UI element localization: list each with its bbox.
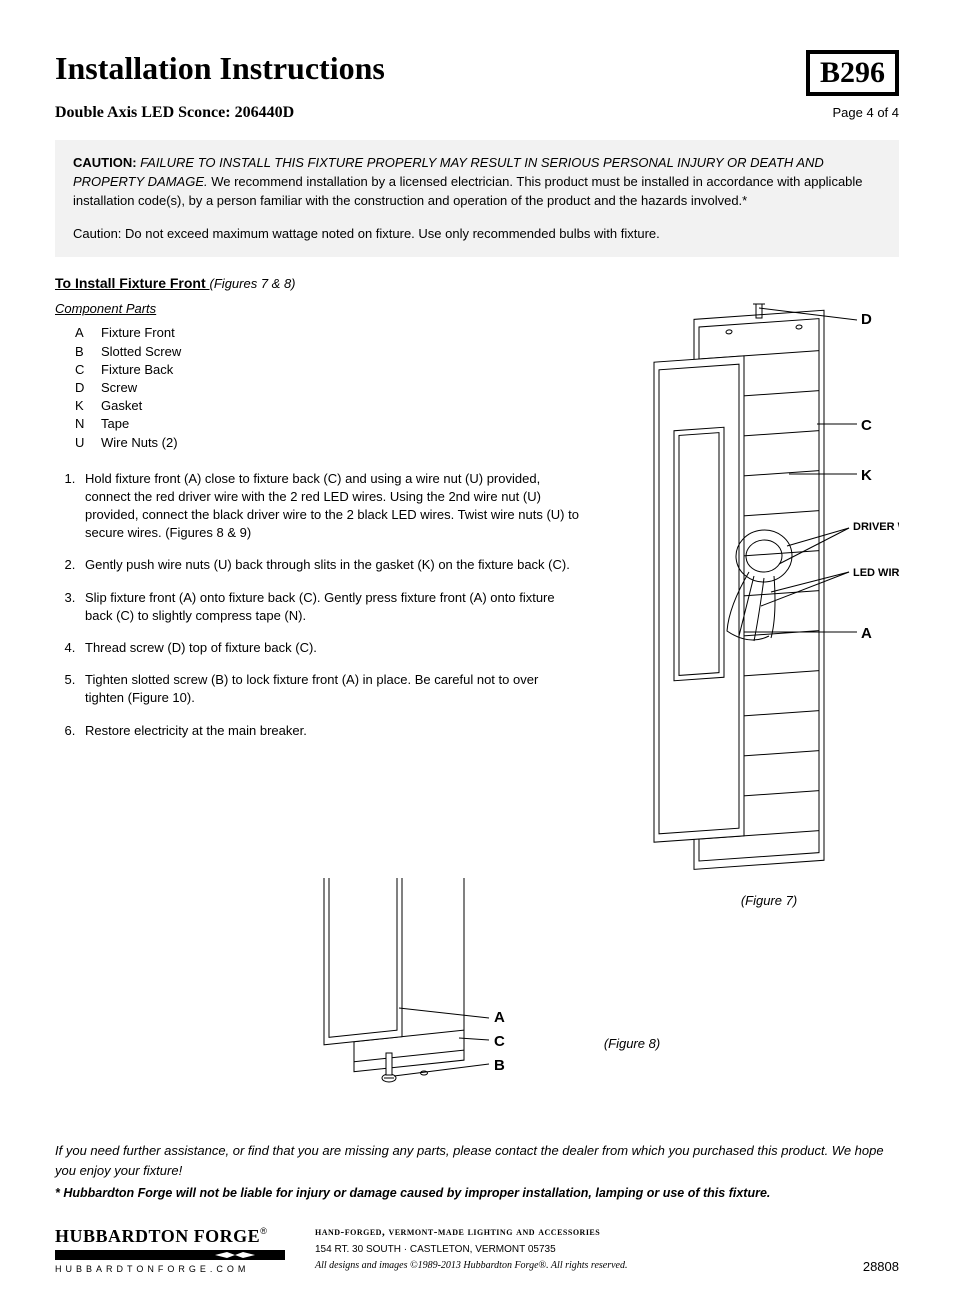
liability-note: * Hubbardton Forge will not be liable fo…: [55, 1186, 899, 1200]
logo-bar-icon: [55, 1250, 285, 1260]
part-letter: B: [75, 343, 89, 361]
part-letter: A: [75, 324, 89, 342]
footer-text: hand-forged, vermont-made lighting and a…: [315, 1224, 833, 1274]
logo-block: HUBBARDTON FORGE® HUBBARDTONFORGE.COM: [55, 1226, 285, 1274]
logo-url: HUBBARDTONFORGE.COM: [55, 1264, 285, 1274]
logo-reg: ®: [260, 1226, 267, 1236]
caution-line2: Caution: Do not exceed maximum wattage n…: [73, 225, 881, 244]
section-figref: (Figures 7 & 8): [210, 276, 296, 291]
part-name: Wire Nuts (2): [101, 434, 178, 452]
footer: HUBBARDTON FORGE® HUBBARDTONFORGE.COM ha…: [55, 1224, 899, 1274]
doc-number: 28808: [863, 1259, 899, 1274]
part-name: Fixture Back: [101, 361, 173, 379]
steps-list: Hold fixture front (A) close to fixture …: [55, 470, 579, 740]
fig7-label-a: A: [861, 625, 872, 642]
fig8-label-a: A: [494, 1009, 505, 1026]
doc-code-box: B296: [806, 50, 899, 96]
step: Hold fixture front (A) close to fixture …: [79, 470, 579, 543]
fig7-label-c: C: [861, 417, 872, 434]
step: Thread screw (D) top of fixture back (C)…: [79, 639, 579, 657]
fig7-label-d: D: [861, 311, 872, 328]
step: Restore electricity at the main breaker.: [79, 722, 579, 740]
part-name: Screw: [101, 379, 137, 397]
part-name: Slotted Screw: [101, 343, 181, 361]
step: Tighten slotted screw (B) to lock fixtur…: [79, 671, 579, 707]
part-letter: U: [75, 434, 89, 452]
fig8-label-b: B: [494, 1057, 505, 1074]
part-letter: K: [75, 397, 89, 415]
subtitle: Double Axis LED Sconce: 206440D: [55, 104, 294, 122]
figure-8: A C B: [294, 878, 544, 1111]
part-name: Gasket: [101, 397, 142, 415]
fig8-caption: (Figure 8): [604, 1036, 660, 1051]
footer-address: 154 RT. 30 SOUTH · CASTLETON, VERMONT 05…: [315, 1242, 833, 1258]
caution-box: CAUTION: FAILURE TO INSTALL THIS FIXTURE…: [55, 140, 899, 257]
page-title: Installation Instructions: [55, 50, 385, 87]
caution-lead: CAUTION:: [73, 155, 137, 170]
fig7-label-k: K: [861, 467, 872, 484]
fig7-caption: (Figure 7): [639, 893, 899, 908]
figure-7: D C K DRIVER WIRES LED WIRES A (Figure 7…: [599, 296, 899, 908]
footer-copyright: All designs and images ©1989-2013 Hubbar…: [315, 1258, 833, 1274]
fig7-label-led: LED WIRES: [853, 567, 899, 579]
part-letter: D: [75, 379, 89, 397]
step: Gently push wire nuts (U) back through s…: [79, 556, 579, 574]
part-name: Tape: [101, 415, 129, 433]
parts-list: A Fixture Front B Slotted Screw C Fixture B…: [75, 324, 579, 451]
page-number: Page 4 of 4: [833, 105, 900, 120]
section-heading: To Install Fixture Front: [55, 275, 210, 291]
part-letter: N: [75, 415, 89, 433]
fig7-label-driver: DRIVER WIRES: [853, 521, 899, 533]
fig8-label-c: C: [494, 1033, 505, 1050]
part-name: Fixture Front: [101, 324, 175, 342]
assist-note: If you need further assistance, or find …: [55, 1141, 899, 1180]
components-heading: Component Parts: [55, 301, 579, 316]
logo-text: HUBBARDTON FORGE: [55, 1226, 260, 1246]
footer-tagline: hand-forged, vermont-made lighting and a…: [315, 1224, 833, 1242]
step: Slip fixture front (A) onto fixture back…: [79, 589, 579, 625]
part-letter: C: [75, 361, 89, 379]
